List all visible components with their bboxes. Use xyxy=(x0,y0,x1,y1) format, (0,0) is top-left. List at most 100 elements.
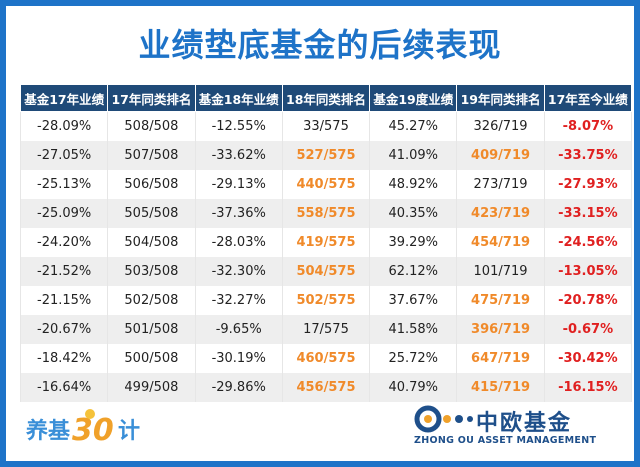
logo-text-yangji: 养基 xyxy=(25,418,71,444)
cell-2019-peer-rank: 423/719 xyxy=(456,199,545,228)
cell-fund-2019-performance: 41.58% xyxy=(369,315,458,344)
header-2019-peer-rank: 19年同类排名 xyxy=(456,84,545,112)
cell-2017-to-date-performance: -33.75% xyxy=(543,141,633,170)
cell-2017-to-date-performance: -30.42% xyxy=(543,344,633,373)
cell-2019-peer-rank: 475/719 xyxy=(456,286,545,315)
cell-2018-peer-rank: 17/575 xyxy=(281,315,371,344)
cell-2017-peer-rank: 501/508 xyxy=(107,315,196,344)
cell-fund-2017-performance: -18.42% xyxy=(19,344,109,373)
cell-2017-peer-rank: 503/508 xyxy=(107,257,196,286)
header-2017-to-date-performance: 17年至今业绩 xyxy=(543,84,633,112)
cell-2019-peer-rank: 409/719 xyxy=(456,141,545,170)
cell-2019-peer-rank: 326/719 xyxy=(456,111,545,141)
table-row: -24.20% 504/508 -28.03% 419/575 39.29% 454/71… xyxy=(19,228,633,257)
cell-2017-to-date-performance: -24.56% xyxy=(543,228,633,257)
header-fund-2017-performance: 基金17年业绩 xyxy=(19,84,109,112)
cell-2018-peer-rank: 558/575 xyxy=(281,199,371,228)
cell-2018-peer-rank: 527/575 xyxy=(281,141,371,170)
cell-2017-peer-rank: 502/508 xyxy=(107,286,196,315)
cell-2018-peer-rank: 440/575 xyxy=(281,170,371,199)
cell-2018-peer-rank: 33/575 xyxy=(281,111,371,141)
table-header-row: 基金17年业绩 17年同类排名 基金18年业绩 18年同类排名 基金19度业绩 … xyxy=(19,84,633,112)
cell-2017-peer-rank: 505/508 xyxy=(107,199,196,228)
cell-2019-peer-rank: 396/719 xyxy=(456,315,545,344)
cell-fund-2018-performance: -37.36% xyxy=(194,199,283,228)
table-body: -28.09% 508/508 -12.55% 33/575 45.27% 326/719… xyxy=(19,111,633,402)
cell-fund-2017-performance: -16.64% xyxy=(19,373,109,402)
cell-2017-peer-rank: 506/508 xyxy=(107,170,196,199)
cell-2019-peer-rank: 415/719 xyxy=(456,373,545,402)
cell-2019-peer-rank: 273/719 xyxy=(456,170,545,199)
cell-2017-to-date-performance: -33.15% xyxy=(543,199,633,228)
table-row: -16.64% 499/508 -29.86% 456/575 40.79% 415/71… xyxy=(19,373,633,402)
cell-2017-peer-rank: 507/508 xyxy=(107,141,196,170)
cell-2019-peer-rank: 454/719 xyxy=(456,228,545,257)
header-fund-2018-performance: 基金18年业绩 xyxy=(194,84,283,112)
cell-2018-peer-rank: 460/575 xyxy=(281,344,371,373)
table-row: -25.13% 506/508 -29.13% 440/575 48.92% 273/71… xyxy=(19,170,633,199)
cell-2017-to-date-performance: -27.93% xyxy=(543,170,633,199)
cell-2018-peer-rank: 419/575 xyxy=(281,228,371,257)
cell-2017-to-date-performance: -13.05% xyxy=(543,257,633,286)
logo-sun-icon xyxy=(85,409,95,419)
header-2017-peer-rank: 17年同类排名 xyxy=(107,84,196,112)
cell-fund-2019-performance: 40.79% xyxy=(369,373,458,402)
header-2018-peer-rank: 18年同类排名 xyxy=(281,84,371,112)
cell-fund-2017-performance: -25.09% xyxy=(19,199,109,228)
cell-2018-peer-rank: 504/575 xyxy=(281,257,371,286)
table-row: -25.09% 505/508 -37.36% 558/575 40.35% 423/71… xyxy=(19,199,633,228)
cell-2017-peer-rank: 508/508 xyxy=(107,111,196,141)
cell-2017-to-date-performance: -8.07% xyxy=(543,111,633,141)
cell-fund-2017-performance: -24.20% xyxy=(19,228,109,257)
cell-fund-2019-performance: 37.67% xyxy=(369,286,458,315)
cell-fund-2018-performance: -9.65% xyxy=(194,315,283,344)
zhongou-logo-en: ZHONG OU ASSET MANAGEMENT xyxy=(414,435,597,446)
cell-fund-2019-performance: 48.92% xyxy=(369,170,458,199)
zhongou-logo: 中欧基金 ZHONG OU ASSET MANAGEMENT xyxy=(414,403,614,453)
cell-fund-2017-performance: -25.13% xyxy=(19,170,109,199)
cell-fund-2019-performance: 41.09% xyxy=(369,141,458,170)
cell-fund-2018-performance: -30.19% xyxy=(194,344,283,373)
logo-text-30: 30 xyxy=(72,413,114,448)
table-row: -21.15% 502/508 -32.27% 502/575 37.67% 475/71… xyxy=(19,286,633,315)
cell-fund-2019-performance: 25.72% xyxy=(369,344,458,373)
cell-fund-2018-performance: -32.27% xyxy=(194,286,283,315)
cell-fund-2019-performance: 39.29% xyxy=(369,228,458,257)
cell-fund-2018-performance: -29.86% xyxy=(194,373,283,402)
cell-fund-2018-performance: -32.30% xyxy=(194,257,283,286)
cell-2018-peer-rank: 502/575 xyxy=(281,286,371,315)
cell-fund-2017-performance: -27.05% xyxy=(19,141,109,170)
cell-fund-2018-performance: -29.13% xyxy=(194,170,283,199)
page-title: 业绩垫底基金的后续表现 xyxy=(138,26,502,64)
cell-2017-to-date-performance: -0.67% xyxy=(543,315,633,344)
cell-2017-to-date-performance: -16.15% xyxy=(543,373,633,402)
zhongou-logo-cn: 中欧基金 xyxy=(476,411,573,436)
cell-2018-peer-rank: 456/575 xyxy=(281,373,371,402)
table-row: -28.09% 508/508 -12.55% 33/575 45.27% 326/719… xyxy=(19,111,633,141)
table-row: -18.42% 500/508 -30.19% 460/575 25.72% 647/71… xyxy=(19,344,633,373)
logo-text-ji: 计 xyxy=(118,419,140,444)
cell-2017-peer-rank: 500/508 xyxy=(107,344,196,373)
cell-fund-2017-performance: -28.09% xyxy=(19,111,109,141)
cell-fund-2019-performance: 45.27% xyxy=(369,111,458,141)
cell-2019-peer-rank: 101/719 xyxy=(456,257,545,286)
yangji-30-logo-mark: 养基 30 计 xyxy=(25,409,140,448)
cell-fund-2019-performance: 40.35% xyxy=(369,199,458,228)
cell-fund-2017-performance: -21.15% xyxy=(19,286,109,315)
cell-fund-2018-performance: -28.03% xyxy=(194,228,283,257)
performance-table: 基金17年业绩 17年同类排名 基金18年业绩 18年同类排名 基金19度业绩 … xyxy=(19,84,633,402)
cell-fund-2017-performance: -20.67% xyxy=(19,315,109,344)
cell-fund-2018-performance: -12.55% xyxy=(194,111,283,141)
table-row: -20.67% 501/508 -9.65% 17/575 41.58% 396/719-… xyxy=(19,315,633,344)
cell-2019-peer-rank: 647/719 xyxy=(456,344,545,373)
yangji-30-logo: 养基 30 计 xyxy=(24,404,149,450)
cell-2017-to-date-performance: -20.78% xyxy=(543,286,633,315)
header-fund-2019-performance: 基金19度业绩 xyxy=(369,84,458,112)
cell-2017-peer-rank: 499/508 xyxy=(107,373,196,402)
zhongou-logo-mark-icon xyxy=(414,405,473,433)
cell-fund-2018-performance: -33.62% xyxy=(194,141,283,170)
table-row: -21.52% 503/508 -32.30% 504/575 62.12% 101/71… xyxy=(19,257,633,286)
cell-fund-2017-performance: -21.52% xyxy=(19,257,109,286)
table-row: -27.05% 507/508 -33.62% 527/575 41.09% 409/71… xyxy=(19,141,633,170)
cell-2017-peer-rank: 504/508 xyxy=(107,228,196,257)
